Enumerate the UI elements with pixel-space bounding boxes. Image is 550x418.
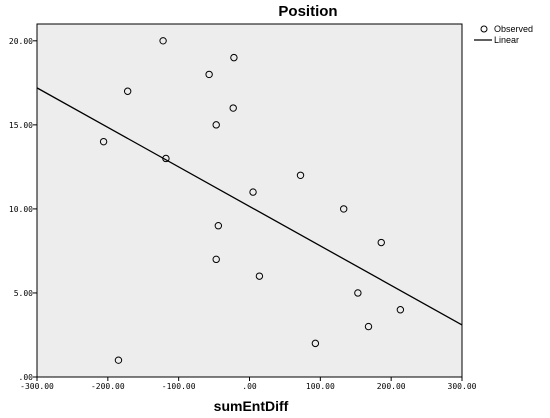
x-tick-label: .00 xyxy=(242,382,257,391)
x-tick-label: 200.00 xyxy=(377,382,406,391)
x-tick-label: -300.00 xyxy=(20,382,54,391)
x-tick-label: 100.00 xyxy=(306,382,335,391)
observed-point xyxy=(212,121,220,129)
observed-point xyxy=(311,339,320,348)
observed-point xyxy=(212,255,220,264)
observed-point xyxy=(354,289,362,297)
legend: Observed Linear xyxy=(474,24,533,45)
observed-point xyxy=(229,104,237,112)
observed-points xyxy=(99,37,405,364)
y-tick-label: .00 xyxy=(19,373,34,382)
observed-point xyxy=(205,70,213,79)
y-tick-label: 15.00 xyxy=(9,121,33,130)
x-axis-label: sumEntDiff xyxy=(214,398,289,414)
x-tick-label: 300.00 xyxy=(448,382,477,391)
y-tick-label: 10.00 xyxy=(9,205,33,214)
chart-title: Position xyxy=(278,3,337,20)
observed-point xyxy=(377,238,385,247)
x-tick-label: -100.00 xyxy=(162,382,196,391)
observed-point xyxy=(123,87,132,95)
plot-area xyxy=(36,23,463,378)
observed-point xyxy=(340,205,348,213)
legend-linear-label: Linear xyxy=(494,35,519,45)
observed-point xyxy=(296,171,305,179)
observed-point xyxy=(364,322,373,331)
observed-point xyxy=(214,222,223,230)
observed-point xyxy=(396,306,405,314)
linear-fit-line xyxy=(36,87,463,326)
observed-point xyxy=(162,154,170,163)
x-tick-label: -200.00 xyxy=(91,382,125,391)
observed-point xyxy=(114,356,123,364)
observed-point xyxy=(230,53,238,62)
axis-ticks: -300.00 -200.00 -100.00 .00 100.00 200.00 300.… xyxy=(9,37,477,391)
observed-point xyxy=(249,188,257,196)
observed-point xyxy=(255,272,264,280)
legend-observed-marker xyxy=(480,25,488,33)
y-tick-label: 20.00 xyxy=(9,37,33,46)
legend-observed-label: Observed xyxy=(494,24,533,34)
observed-point xyxy=(159,37,167,45)
y-tick-label: 5.00 xyxy=(14,289,33,298)
observed-point xyxy=(99,137,108,146)
